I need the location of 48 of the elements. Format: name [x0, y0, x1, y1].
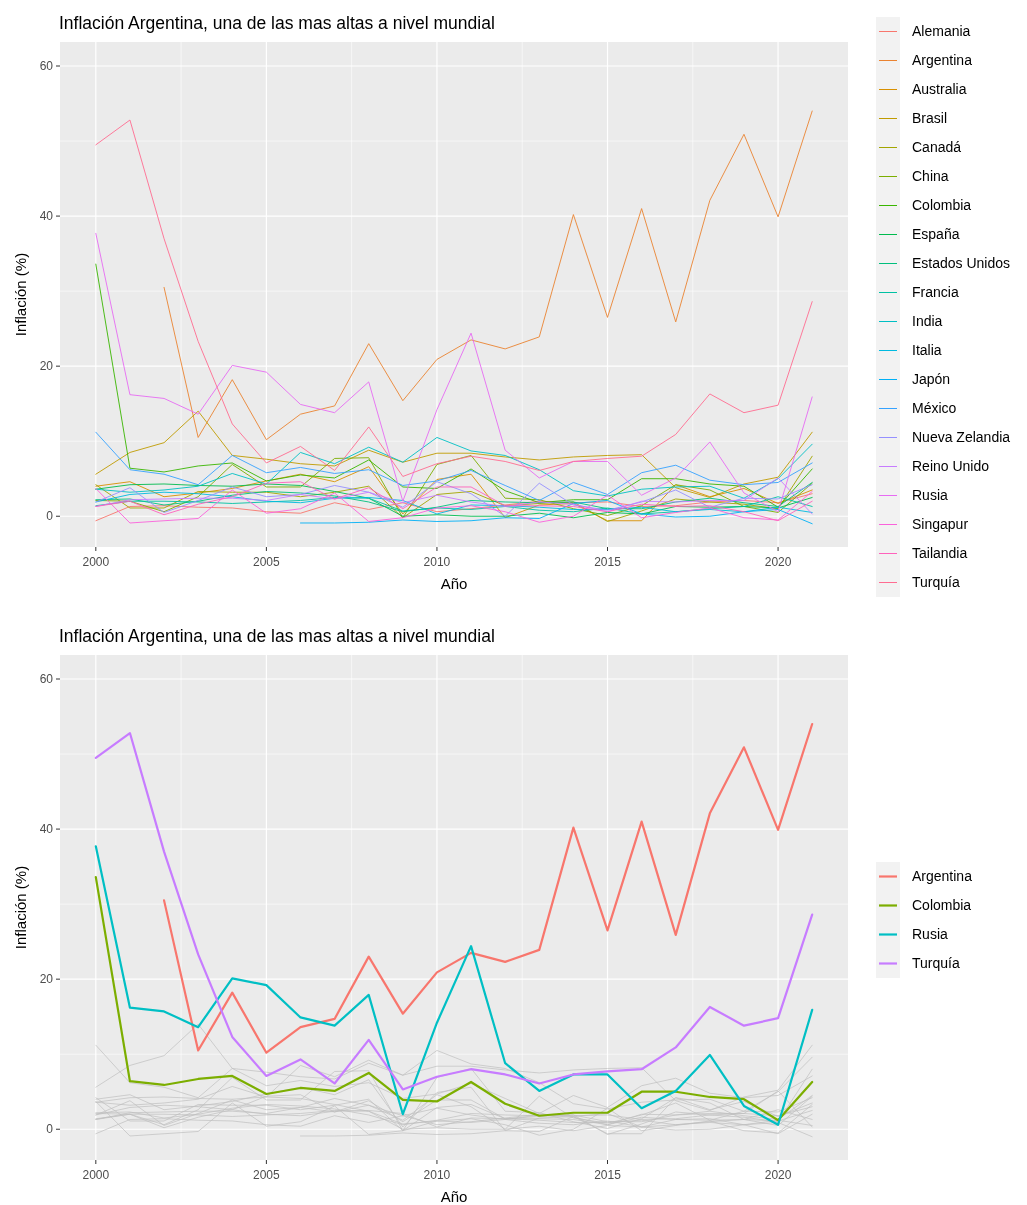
x-tick-label: 2000 — [82, 555, 110, 569]
legend-label: Turquía — [912, 574, 960, 591]
legend-label: Nueva Zelandia — [912, 429, 1011, 446]
x-tick-label: 2020 — [764, 1168, 792, 1182]
legend-label: Estados Unidos — [912, 255, 1011, 272]
y-axis-title: Inflación (%) — [12, 252, 29, 337]
y-axis-title: Inflación (%) — [12, 865, 29, 950]
legend-label: Colombia — [912, 197, 972, 214]
legend-label: Francia — [912, 284, 959, 301]
legend-label: Australia — [912, 81, 967, 98]
y-tick-label: 0 — [46, 509, 54, 524]
legend-label: Turquía — [912, 955, 960, 972]
y-tick-label: 40 — [39, 822, 54, 837]
x-axis-title: Año — [440, 1188, 468, 1205]
y-tick-label: 20 — [39, 359, 54, 374]
legend-label: Rusia — [912, 487, 949, 504]
y-tick-label: 20 — [39, 972, 54, 987]
chart-title: Inflación Argentina, una de las mas altas a nivel mundial — [59, 626, 495, 646]
legend-label: Argentina — [912, 868, 973, 885]
y-tick-label: 40 — [39, 209, 54, 224]
x-tick-label: 2005 — [253, 555, 281, 569]
legend-label: Tailandia — [912, 545, 968, 562]
x-tick-label: 2015 — [594, 555, 622, 569]
y-tick-label: 60 — [39, 59, 54, 74]
legend-label: Argentina — [912, 52, 973, 69]
legend-label: China — [912, 168, 949, 185]
x-tick-label: 2010 — [423, 555, 451, 569]
legend-label: Singapur — [912, 516, 969, 533]
legend-label: Alemania — [912, 23, 971, 40]
legend-label: España — [912, 226, 960, 243]
x-tick-label: 2010 — [423, 1168, 451, 1182]
legend-label: Canadá — [912, 139, 962, 156]
legend-label: Colombia — [912, 897, 972, 914]
legend-label: Japón — [912, 371, 951, 388]
legend-label: Rusia — [912, 926, 949, 943]
x-tick-label: 2005 — [253, 1168, 281, 1182]
x-tick-label: 2020 — [764, 555, 792, 569]
legend-label: Reino Unido — [912, 458, 990, 475]
chart-title: Inflación Argentina, una de las mas altas a nivel mundial — [59, 13, 495, 33]
legend-label: Brasil — [912, 110, 948, 127]
legend-label: México — [912, 400, 957, 417]
x-axis-title: Año — [440, 575, 468, 592]
y-tick-label: 60 — [39, 672, 54, 687]
legend-label: India — [912, 313, 943, 330]
x-tick-label: 2000 — [82, 1168, 110, 1182]
legend-label: Italia — [912, 342, 942, 359]
x-tick-label: 2015 — [594, 1168, 622, 1182]
y-tick-label: 0 — [46, 1122, 54, 1137]
